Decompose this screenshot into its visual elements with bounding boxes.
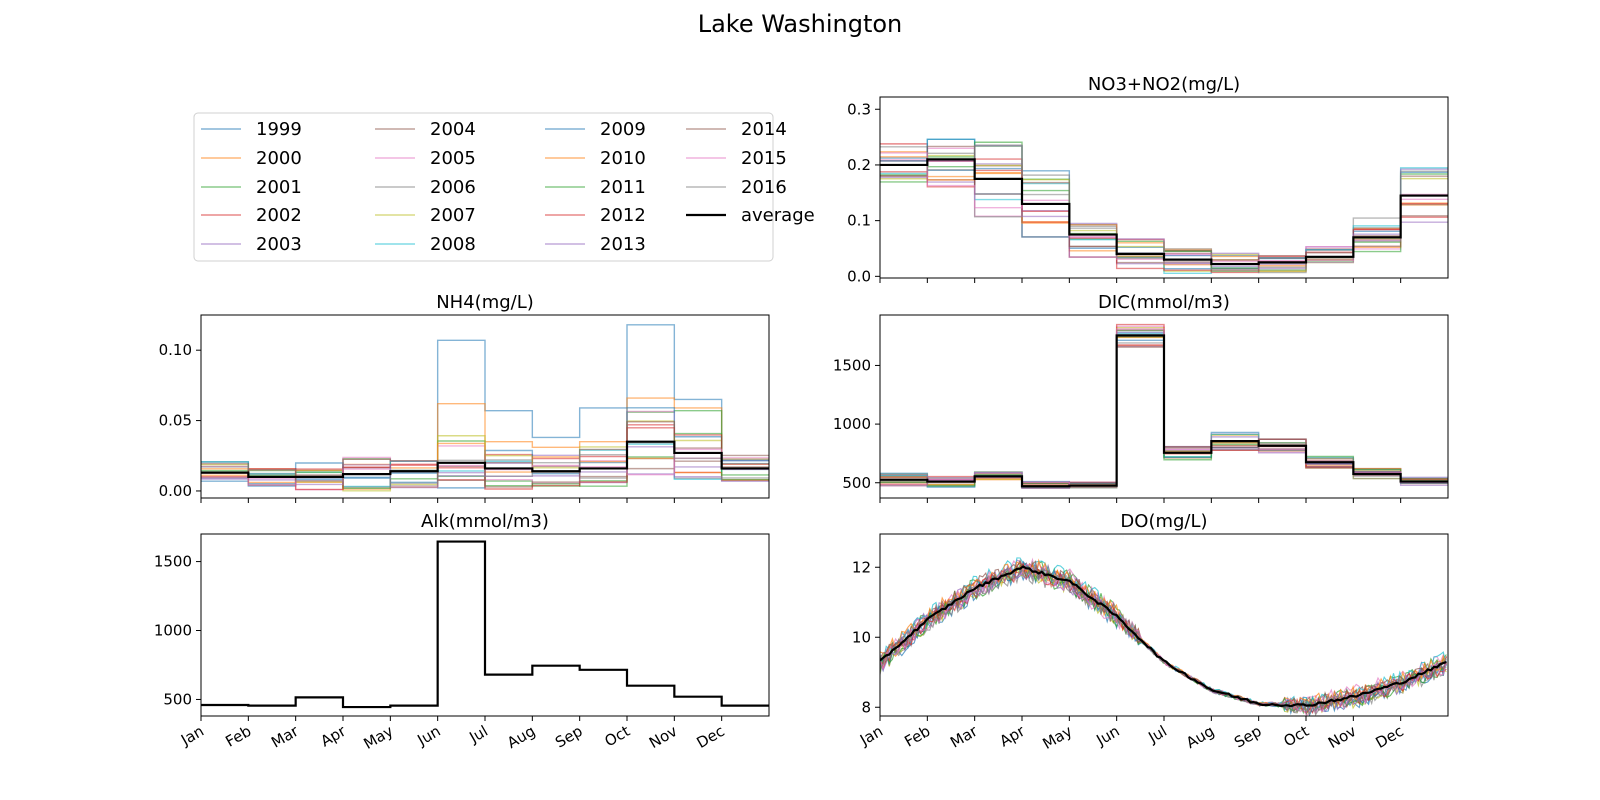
series-line-average <box>880 158 1448 266</box>
legend-label: 2011 <box>600 177 646 198</box>
x-tick-label: Feb <box>901 722 933 751</box>
x-tick-label: Sep <box>1231 722 1264 752</box>
x-tick-label: Jun <box>1093 722 1123 750</box>
y-tick-label: 0.2 <box>847 156 871 174</box>
legend-label: 2000 <box>256 148 302 169</box>
panel-title: Alk(mmol/m3) <box>421 511 549 532</box>
y-tick-label: 0.00 <box>159 482 192 500</box>
axes-frame <box>200 314 770 499</box>
y-tick-label: 1000 <box>833 415 871 433</box>
series-line-2000 <box>880 560 1447 715</box>
legend-label: 2007 <box>430 205 476 226</box>
legend-label: 2012 <box>600 205 646 226</box>
panel-title: NH4(mg/L) <box>436 292 534 313</box>
y-tick-label: 500 <box>163 690 192 708</box>
series-line-2002 <box>880 560 1447 714</box>
y-tick-label: 0.05 <box>159 412 192 430</box>
axes-frame <box>200 533 770 717</box>
x-tick-label: Jul <box>1144 722 1170 747</box>
legend-label: 2002 <box>256 205 302 226</box>
x-tick-label: Mar <box>947 721 981 751</box>
plot-area <box>880 557 1447 716</box>
y-tick-label: 0.0 <box>847 267 871 285</box>
x-tick-label: Jun <box>414 722 444 750</box>
panel-no3-no2: NO3+NO2(mg/L) 0.0 0.1 0.2 0.3 <box>847 74 1449 285</box>
y-tick-label: 0.1 <box>847 212 871 230</box>
legend-label: 2003 <box>256 234 302 255</box>
x-tick-label: Aug <box>1183 722 1217 752</box>
legend-frame <box>193 112 774 262</box>
legend-label: 2010 <box>600 148 646 169</box>
legend-label: 2006 <box>430 177 476 198</box>
series-line-average <box>201 440 769 478</box>
series-line-average <box>201 540 769 709</box>
panel-title: DO(mg/L) <box>1120 511 1207 532</box>
x-tick-label: Oct <box>1281 722 1313 751</box>
axes-frame <box>879 314 1449 499</box>
x-tick-label: Dec <box>1373 722 1407 752</box>
legend-label: average <box>741 205 815 226</box>
x-tick-label: Nov <box>646 722 680 752</box>
x-tick-label: Dec <box>694 722 728 752</box>
axes-frame <box>879 533 1449 717</box>
x-tick-label: May <box>1039 722 1075 753</box>
legend-label: 2015 <box>741 148 787 169</box>
series-line-2013 <box>880 564 1447 716</box>
x-tick-label: Apr <box>318 721 350 750</box>
y-tick-label: 1500 <box>154 553 192 571</box>
plot-area <box>201 540 769 709</box>
y-tick-label: 12 <box>852 558 871 576</box>
x-tick-label: Apr <box>997 721 1029 750</box>
series-line-1999 <box>880 567 1447 713</box>
x-tick-label: Jul <box>465 722 491 747</box>
figure-title: Lake Washington <box>697 10 903 38</box>
x-tick-label: Feb <box>222 722 254 751</box>
x-tick-label: Mar <box>268 721 302 751</box>
y-tick-label: 1500 <box>833 356 871 374</box>
y-tick-label: 0.3 <box>847 100 871 118</box>
y-tick-label: 8 <box>861 698 871 716</box>
x-tick-label: May <box>360 722 396 753</box>
x-tick-label: Jan <box>177 722 207 750</box>
y-tick-label: 500 <box>842 474 871 492</box>
panel-alk: Alk(mmol/m3) 500 1000 1500 Jan Feb Mar Apr May Ju… <box>154 511 770 753</box>
series-line-average <box>880 565 1447 708</box>
x-tick-label: Oct <box>602 722 634 751</box>
panel-nh4: NH4(mg/L) 0.00 0.05 0.10 <box>159 292 770 503</box>
x-tick-label: Aug <box>504 722 538 752</box>
y-tick-label: 0.10 <box>159 341 192 359</box>
legend-label: 2001 <box>256 177 302 198</box>
y-tick-label: 1000 <box>154 622 192 640</box>
legend-label: 1999 <box>256 119 302 140</box>
axes-frame <box>879 96 1449 279</box>
panel-title: NO3+NO2(mg/L) <box>1088 74 1240 95</box>
panel-do: DO(mg/L) 8 10 12 Jan Feb Mar Apr May Jun Jul Aug Sep… <box>852 511 1449 753</box>
legend-label: 2014 <box>741 119 787 140</box>
legend-label: 2009 <box>600 119 646 140</box>
y-tick-label: 10 <box>852 628 871 646</box>
legend: 1999 2000 2001 2002 2003 2004 2005 2006 2007 2008… <box>193 112 815 262</box>
x-tick-label: Sep <box>552 722 585 752</box>
plot-area <box>880 323 1448 489</box>
legend-label: 2005 <box>430 148 476 169</box>
legend-label: 2013 <box>600 234 646 255</box>
series-line-average <box>880 334 1448 488</box>
panel-dic: DIC(mmol/m3) 500 1000 1500 <box>833 292 1449 503</box>
panel-title: DIC(mmol/m3) <box>1098 292 1230 313</box>
series-line-2014 <box>880 559 1447 711</box>
x-tick-label: Nov <box>1325 722 1359 752</box>
legend-label: 2016 <box>741 177 787 198</box>
plot-area <box>201 324 769 492</box>
legend-label: 2004 <box>430 119 476 140</box>
plot-area <box>880 138 1448 274</box>
x-tick-label: Jan <box>856 722 886 750</box>
legend-label: 2008 <box>430 234 476 255</box>
